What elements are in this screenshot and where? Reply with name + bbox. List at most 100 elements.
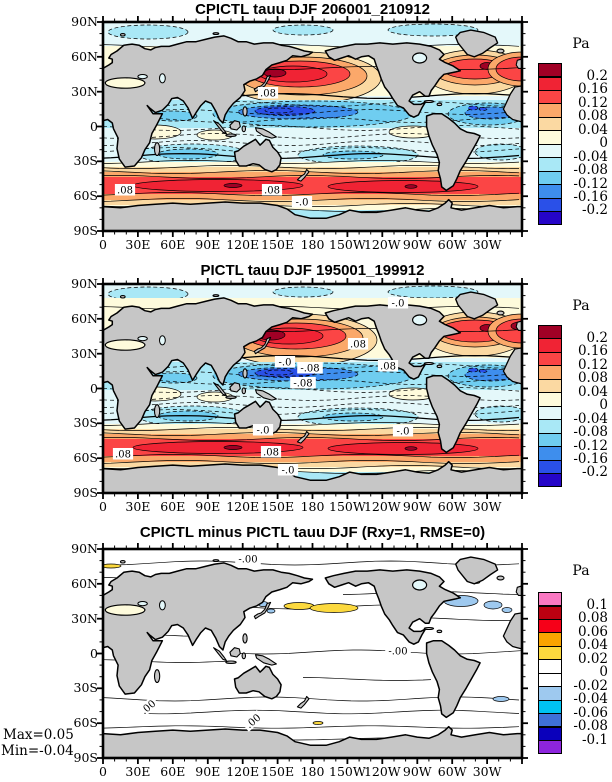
colorbar-tick-label: 0.2 xyxy=(586,68,608,84)
x-tick-label: 0 xyxy=(99,237,107,252)
colorbar-tick-label: -0.12 xyxy=(573,437,608,454)
colorbar-tick-label: -0.16 xyxy=(573,189,608,205)
land-layer xyxy=(103,29,522,231)
x-tick-label: 30E xyxy=(125,237,151,252)
map-panel-3: -.00-.00.00.00 xyxy=(97,543,528,764)
x-tick-label: 60E xyxy=(160,499,186,514)
x-tick-label: 90W xyxy=(402,499,432,514)
colorbar-tick-label: -0.08 xyxy=(573,718,608,734)
svg-text:-.0: -.0 xyxy=(279,358,292,369)
colorbar-tick-label: 0.12 xyxy=(577,94,608,111)
colorbar-cell xyxy=(538,210,562,226)
colorbar-tick-label: -0.2 xyxy=(581,464,608,481)
colorbar-tick-label: -0.04 xyxy=(573,410,608,427)
colorbar-tick-label: 0 xyxy=(599,397,608,414)
y-tick-label: 30N xyxy=(71,610,98,626)
x-tick-label: 60W xyxy=(437,764,467,779)
colorbar-tick-label: -0.08 xyxy=(573,162,608,179)
colorbar-tick-label: 0.12 xyxy=(577,356,608,373)
x-tick-label: 150E xyxy=(261,237,295,252)
colorbar-3-units: Pa xyxy=(572,563,590,579)
svg-text:-.0: -.0 xyxy=(257,426,270,437)
y-tick-label: 60N xyxy=(71,48,98,64)
svg-text:-.00: -.00 xyxy=(388,647,407,658)
x-tick-label: 90W xyxy=(402,237,432,252)
y-tick-label: 60S xyxy=(73,188,98,204)
colorbar-tick-label: 0.16 xyxy=(577,343,608,360)
map-frame xyxy=(101,547,524,760)
x-tick-label: 180 xyxy=(300,499,325,514)
colorbar-tick-label: 0.2 xyxy=(586,329,608,346)
colorbar-tick-label: -0.2 xyxy=(581,202,608,219)
y-tick-label: 90N xyxy=(71,276,98,291)
svg-text:-.08: -.08 xyxy=(300,364,319,375)
x-tick-label: 150W xyxy=(329,764,366,779)
x-tick-label: 150W xyxy=(329,499,366,514)
svg-text:-.00: -.00 xyxy=(238,555,257,566)
y-tick-label: 30S xyxy=(73,153,98,169)
y-tick-label: 60S xyxy=(73,450,98,466)
x-tick-label: 90W xyxy=(402,764,432,779)
colorbar-tick-label: 0.16 xyxy=(577,81,608,98)
x-tick-label: 30E xyxy=(125,764,151,779)
colorbar-tick-label: 0.1 xyxy=(586,597,608,613)
y-tick-label: 30S xyxy=(73,415,98,431)
colorbar-tick-label: -0.02 xyxy=(573,677,608,694)
x-tick-label: 180 xyxy=(300,764,325,779)
y-tick-label: 60S xyxy=(73,715,98,731)
svg-text:-.0: -.0 xyxy=(397,427,410,438)
colorbar-tick-label: 0.04 xyxy=(577,121,608,138)
x-tick-label: 30W xyxy=(472,499,502,514)
y-tick-label: 60N xyxy=(71,310,98,326)
x-tick-label: 60E xyxy=(160,237,186,252)
x-tick-label: 30W xyxy=(472,764,502,779)
colorbar-tick-label: -0.04 xyxy=(573,148,608,165)
colorbar-tick-label: 0.08 xyxy=(577,610,608,627)
x-tick-label: 120E xyxy=(226,764,260,779)
svg-text:.08: .08 xyxy=(380,362,396,373)
colorbar-tick-label: 0 xyxy=(599,664,608,681)
colorbar-tick-label: 0.08 xyxy=(577,370,608,387)
colorbar-tick-label: -0.08 xyxy=(573,424,608,441)
min-annotation: Min=-0.04 xyxy=(1,743,74,759)
colorbar-tick-label: 0.08 xyxy=(577,108,608,125)
x-tick-label: 90E xyxy=(195,764,221,779)
x-tick-label: 60W xyxy=(437,237,467,252)
panel-3-title: CPICTL minus PICTL tauu DJF (Rxy=1, RMSE… xyxy=(139,524,486,541)
svg-text:-.0: -.0 xyxy=(296,198,309,209)
map-panel-2: -.0.08-.0-.08-.08.08-.0 -.0.08.08-.0 xyxy=(97,278,528,499)
svg-text:.08: .08 xyxy=(264,186,280,197)
colorbar-tick-label: -0.06 xyxy=(573,704,608,721)
svg-text:.08: .08 xyxy=(117,186,133,197)
y-tick-label: 30N xyxy=(71,83,98,99)
y-tick-label: 0 xyxy=(90,118,98,134)
x-tick-label: 150E xyxy=(261,764,295,779)
y-tick-label: 90S xyxy=(73,750,98,765)
colorbar-tick-label: -0.16 xyxy=(573,451,608,467)
y-tick-label: 90N xyxy=(71,14,98,29)
colorbar-2-units: Pa xyxy=(572,298,590,314)
max-annotation: Max=0.05 xyxy=(3,727,74,743)
x-tick-label: 90E xyxy=(195,237,221,252)
svg-text:.08: .08 xyxy=(115,450,131,461)
y-tick-label: 30S xyxy=(73,680,98,696)
x-tick-label: 60W xyxy=(437,499,467,514)
land-layer xyxy=(103,556,522,758)
y-tick-label: 0 xyxy=(90,645,98,661)
map-frame xyxy=(101,20,524,233)
svg-text:.08: .08 xyxy=(263,448,279,459)
x-tick-label: 150E xyxy=(261,499,295,514)
panel-1-title: CPICTL tauu DJF 206001_210912 xyxy=(195,1,430,18)
colorbar-tick-label: 0.04 xyxy=(577,637,608,654)
x-tick-label: 60E xyxy=(160,764,186,779)
y-tick-label: 0 xyxy=(90,380,98,396)
y-tick-label: 30N xyxy=(71,345,98,361)
y-tick-label: 60N xyxy=(71,575,98,591)
svg-text:-.0: -.0 xyxy=(282,466,295,477)
x-tick-label: 0 xyxy=(99,764,107,779)
colorbar-tick-label: -0.1 xyxy=(581,731,608,748)
x-tick-label: 30W xyxy=(472,237,502,252)
contour-labels: -.0.08-.0-.08-.08.08-.0 -.0.08.08-.0 xyxy=(112,297,414,477)
y-tick-label: 90S xyxy=(73,223,98,238)
